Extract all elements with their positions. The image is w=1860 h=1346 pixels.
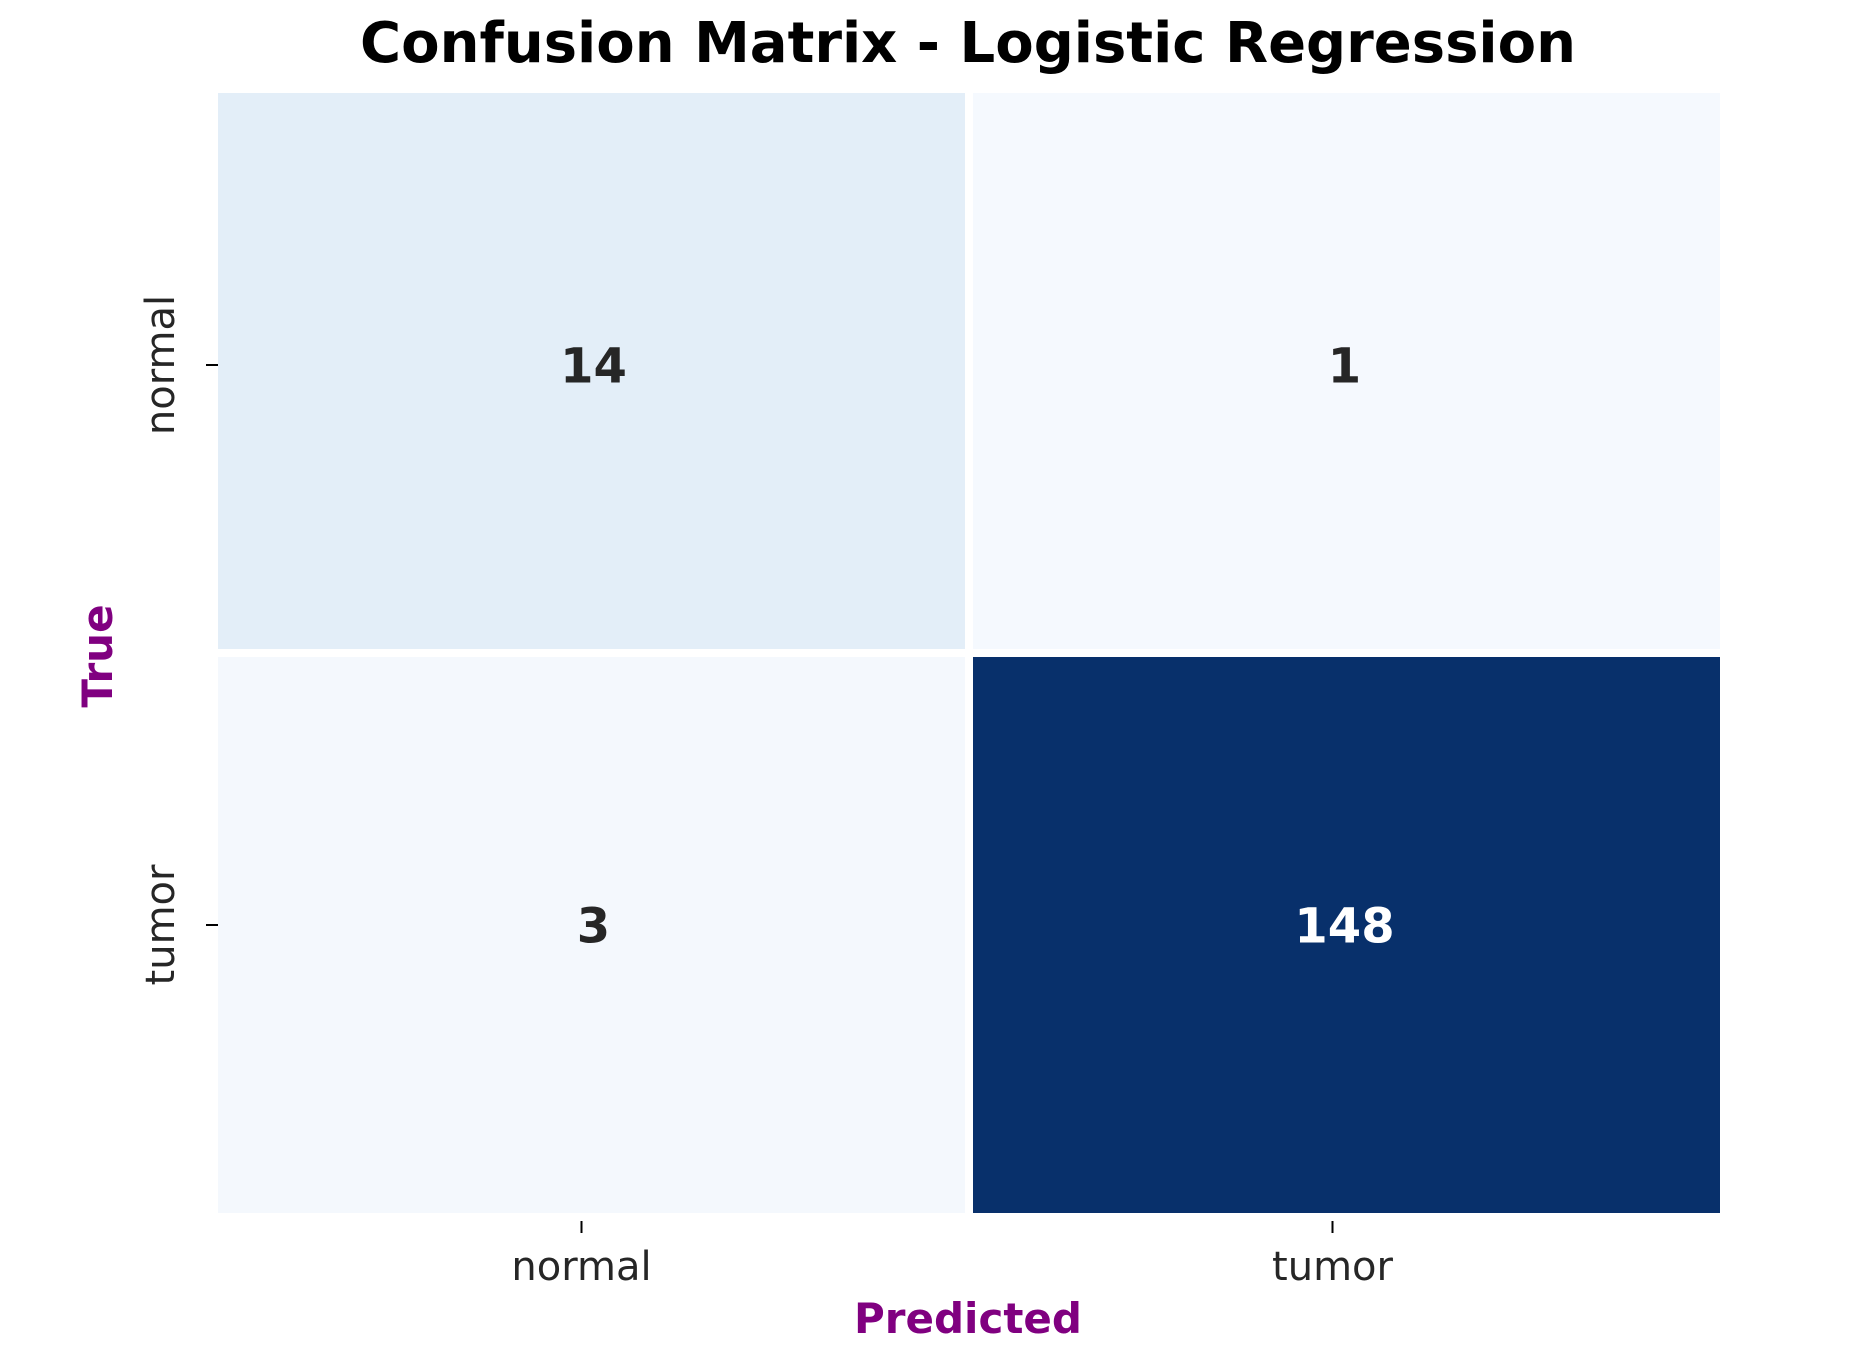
- x-axis-label: Predicted: [854, 1294, 1082, 1343]
- heatmap-cell-normal-tumor: [973, 93, 1720, 649]
- cell-value-tumor-normal: 3: [577, 898, 610, 954]
- heatmap-cell-tumor-normal: [218, 657, 965, 1213]
- y-tick-label: tumor: [138, 864, 184, 985]
- heatmap-cell-labels: 14 1 3 148: [560, 338, 1395, 954]
- chart-title: Confusion Matrix - Logistic Regression: [360, 11, 1576, 76]
- cell-value-normal-tumor: 1: [1328, 338, 1361, 394]
- x-axis-ticks: normal tumor: [511, 1221, 1394, 1290]
- heatmap-cells: [218, 93, 1720, 1213]
- y-tick-label: normal: [138, 295, 184, 435]
- x-tick-label: normal: [511, 1244, 651, 1290]
- heatmap-cell-normal-normal: [218, 93, 965, 649]
- cell-value-tumor-tumor: 148: [1294, 898, 1394, 954]
- x-tick-label: tumor: [1272, 1244, 1393, 1290]
- heatmap-cell-tumor-tumor: [973, 657, 1720, 1213]
- cell-value-normal-normal: 14: [560, 338, 627, 394]
- y-axis-ticks: normal tumor: [138, 295, 218, 985]
- y-axis-label: True: [73, 604, 122, 707]
